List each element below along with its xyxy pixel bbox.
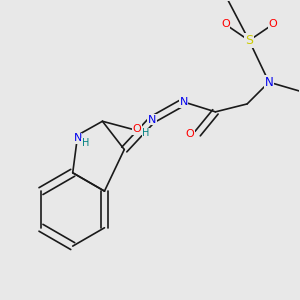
Text: O: O (133, 124, 142, 134)
Text: N: N (265, 76, 273, 88)
Text: H: H (142, 128, 150, 138)
Text: N: N (74, 133, 82, 143)
Text: N: N (148, 115, 156, 125)
Text: O: O (268, 19, 277, 29)
Text: H: H (82, 138, 89, 148)
Text: O: O (185, 129, 194, 139)
Text: N: N (179, 97, 188, 107)
Text: O: O (221, 19, 230, 29)
Text: S: S (245, 34, 253, 47)
